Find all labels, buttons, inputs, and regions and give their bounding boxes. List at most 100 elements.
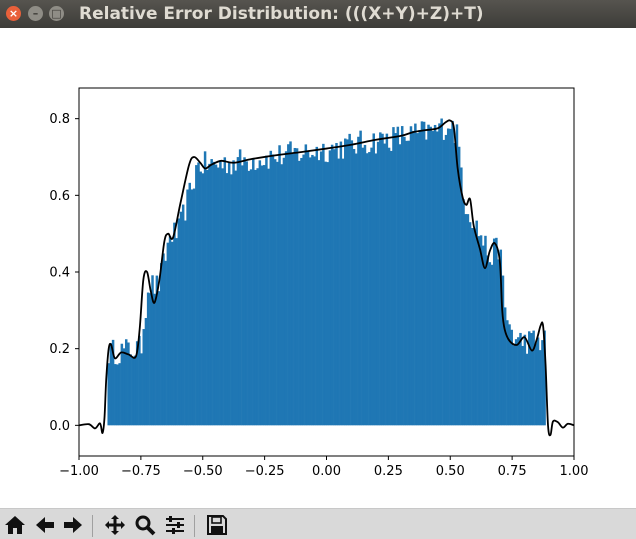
histogram-bar xyxy=(302,154,305,426)
histogram-bar xyxy=(471,228,474,426)
histogram-bar xyxy=(486,255,489,426)
histogram-bar xyxy=(517,337,520,426)
histogram-bar xyxy=(370,147,373,426)
histogram-bar xyxy=(324,161,327,426)
histogram-bar xyxy=(379,132,382,426)
histogram-bar xyxy=(291,153,294,426)
histogram-bar xyxy=(354,153,358,426)
histogram-bar xyxy=(284,151,288,426)
window-title: Relative Error Distribution: (((X+Y)+Z)+… xyxy=(79,4,484,24)
histogram-bar xyxy=(403,136,406,426)
minimize-window-button[interactable]: – xyxy=(28,6,43,21)
histogram-bar xyxy=(444,134,448,426)
forward-button[interactable] xyxy=(60,513,86,537)
histogram-bar xyxy=(311,154,314,426)
histogram-bar xyxy=(350,140,354,426)
y-tick-label: 0.0 xyxy=(49,419,70,434)
back-button[interactable] xyxy=(32,513,58,537)
histogram-bar xyxy=(449,128,452,426)
histogram-bar xyxy=(411,130,415,426)
histogram-bar xyxy=(208,163,211,426)
histogram-bar xyxy=(195,165,198,426)
pan-button[interactable] xyxy=(102,513,128,537)
histogram-bar xyxy=(503,307,507,426)
histogram-bar xyxy=(210,159,213,426)
histogram-bar xyxy=(212,161,216,426)
x-tick-label: −1.00 xyxy=(59,464,99,479)
histogram-bar xyxy=(247,170,251,426)
histogram-bar xyxy=(453,143,457,426)
histogram-bar xyxy=(249,169,253,426)
save-button[interactable] xyxy=(204,513,230,537)
histogram-bar xyxy=(151,275,154,426)
histogram-bar xyxy=(484,235,487,426)
histogram-bar xyxy=(464,214,467,426)
histogram-bar xyxy=(438,123,441,426)
histogram-bar xyxy=(124,339,128,426)
y-tick-label: 0.4 xyxy=(49,266,70,281)
histogram-bar xyxy=(497,259,500,426)
histogram-bar xyxy=(271,154,275,426)
histogram-bar xyxy=(499,249,503,426)
x-tick-label: −0.50 xyxy=(183,464,223,479)
histogram-bar xyxy=(451,120,454,426)
x-tick-label: 0.75 xyxy=(498,464,527,479)
histogram-bar xyxy=(394,133,397,426)
histogram-bar xyxy=(184,220,187,426)
histogram-bar xyxy=(155,275,159,426)
histogram-bar xyxy=(199,171,202,426)
histogram-bar xyxy=(319,151,323,426)
histogram-bar xyxy=(457,146,461,426)
histogram-bar xyxy=(460,167,463,426)
histogram-bar xyxy=(225,173,229,426)
maximize-window-button[interactable]: □ xyxy=(49,6,64,21)
zoom-button[interactable] xyxy=(132,513,158,537)
histogram-bar xyxy=(243,157,246,426)
histogram-bar xyxy=(359,130,362,426)
histogram-bar xyxy=(361,147,365,426)
density-curve-line xyxy=(78,119,575,437)
histogram-bar xyxy=(313,156,316,426)
home-icon xyxy=(5,516,25,534)
histogram-bar xyxy=(181,204,185,426)
histogram-bar xyxy=(538,350,542,426)
histogram-bar xyxy=(238,149,242,426)
histogram-bar xyxy=(254,169,257,426)
histogram-bar xyxy=(317,160,321,426)
histogram-bar xyxy=(315,146,319,426)
histogram-bar xyxy=(326,162,329,426)
close-window-button[interactable]: × xyxy=(6,6,21,21)
histogram-bar xyxy=(425,139,428,426)
window-titlebar: × – □ Relative Error Distribution: (((X+… xyxy=(0,0,636,28)
histogram-bar xyxy=(282,157,286,426)
histogram-bar xyxy=(304,144,308,426)
histogram-bar xyxy=(111,339,115,426)
histogram-bar xyxy=(293,147,297,426)
configure-subplots-button[interactable] xyxy=(162,513,188,537)
histogram-bar xyxy=(337,158,340,426)
histogram-bar xyxy=(280,164,283,426)
histogram-bar xyxy=(166,242,170,426)
histogram-bar xyxy=(409,126,413,426)
histogram-bar xyxy=(269,150,273,426)
home-button[interactable] xyxy=(2,513,28,537)
histogram-bar xyxy=(523,334,527,426)
histogram-bar xyxy=(157,291,161,426)
histogram-bar xyxy=(190,189,194,426)
histogram-bar xyxy=(398,144,402,426)
histogram-bar xyxy=(120,343,124,426)
histogram-bar xyxy=(427,124,430,426)
histogram-bar xyxy=(348,133,351,426)
histogram-bar xyxy=(177,218,181,426)
histogram-bar xyxy=(265,155,268,426)
histogram-bar xyxy=(256,168,259,426)
histogram-bar xyxy=(339,141,343,426)
y-tick-label: 0.6 xyxy=(49,189,70,204)
histogram-bar xyxy=(372,133,375,426)
histogram-bar xyxy=(214,164,218,426)
histogram-bar xyxy=(506,320,509,426)
histogram-bar xyxy=(475,220,478,426)
histogram-bar xyxy=(146,292,150,426)
histogram-bar xyxy=(221,168,224,426)
histogram-bar xyxy=(306,150,310,426)
